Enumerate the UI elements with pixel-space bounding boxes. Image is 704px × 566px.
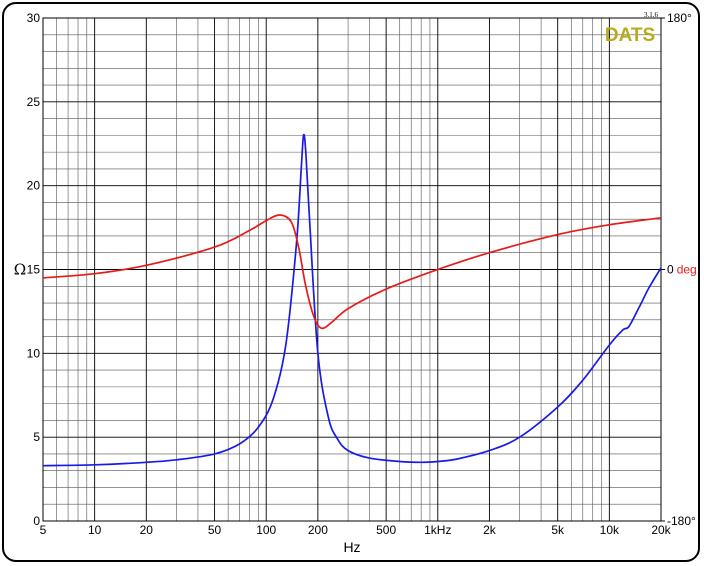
phase-tick-value: 0 xyxy=(667,263,674,277)
phase-unit: deg xyxy=(677,263,697,277)
x-tick-label: 100 xyxy=(256,523,276,537)
y-tick-label: 15 xyxy=(27,263,41,277)
phase-tick-label: -180° xyxy=(667,514,696,528)
phase-curve xyxy=(42,214,662,330)
phase-axis-labels: 180° 0 deg -180° xyxy=(661,11,697,528)
x-tick-labels: 5 10 20 50 100 200 500 1kHz 2k 5k 10k 20k xyxy=(40,523,672,537)
x-tick-label: 20 xyxy=(140,523,154,537)
x-tick-label: 2k xyxy=(483,523,497,537)
y-tick-label: 25 xyxy=(27,95,41,109)
y-tick-label: 0 xyxy=(33,514,40,528)
y-tick-label: 20 xyxy=(27,179,41,193)
y-tick-label: 30 xyxy=(27,11,41,25)
x-tick-label: 10k xyxy=(600,523,620,537)
dats-logo: DATS xyxy=(605,25,655,46)
major-grid xyxy=(43,18,661,521)
x-tick-label: 5 xyxy=(40,523,47,537)
x-tick-label: 200 xyxy=(308,523,328,537)
phase-tick-value: -180° xyxy=(667,514,696,528)
brand-version: 3.1.6 xyxy=(644,11,659,19)
x-tick-label: 5k xyxy=(551,523,565,537)
y-tick-label: 10 xyxy=(27,346,41,360)
phase-tick-label: 0 deg xyxy=(667,263,697,277)
series-layer xyxy=(42,133,662,467)
x-tick-label: 50 xyxy=(208,523,222,537)
y-tick-labels: 0 5 10 15 20 25 30 xyxy=(27,11,41,528)
x-tick-label: 20k xyxy=(651,523,671,537)
impedance-curve xyxy=(42,133,662,467)
y-axis-label: Ω xyxy=(14,261,26,279)
x-tick-label: 1kHz xyxy=(424,523,451,537)
y-tick-label: 5 xyxy=(33,430,40,444)
x-tick-label: 10 xyxy=(88,523,102,537)
x-tick-label: 500 xyxy=(376,523,396,537)
phase-tick-value: 180° xyxy=(667,11,692,25)
x-axis-label: Hz xyxy=(343,539,360,555)
phase-tick-label: 180° xyxy=(667,11,692,25)
